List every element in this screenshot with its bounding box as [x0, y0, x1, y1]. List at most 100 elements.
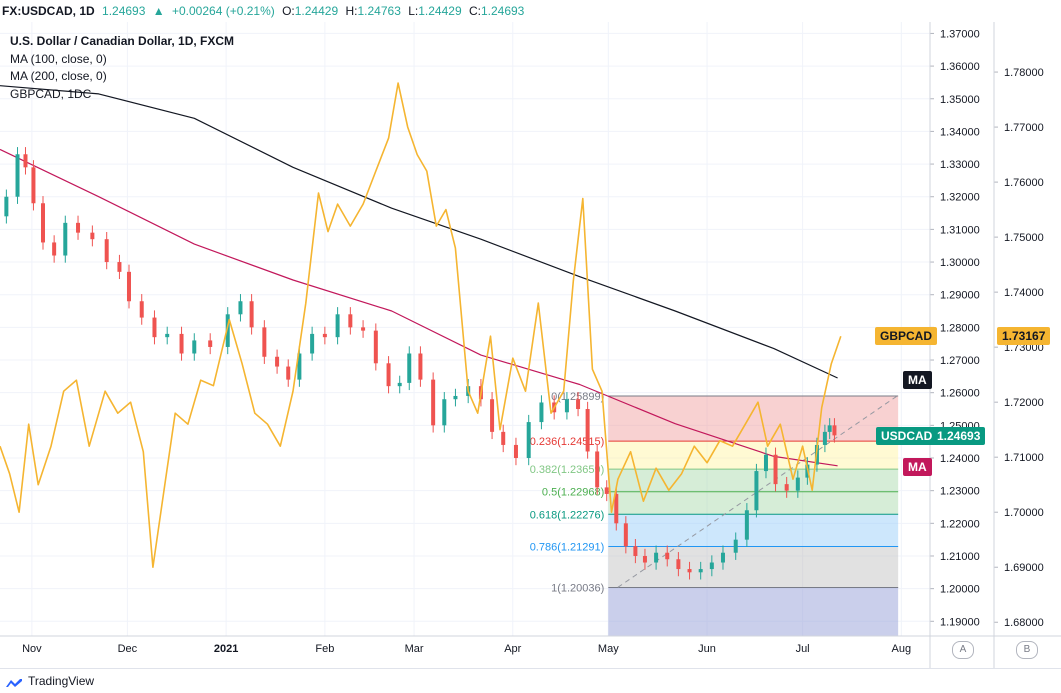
- low-label: L:: [408, 4, 419, 18]
- brand[interactable]: TradingView: [6, 673, 94, 689]
- candle-body: [585, 409, 590, 452]
- low-value: 1.24429: [418, 4, 462, 18]
- price-chart[interactable]: 0(1.25899)0.236(1.24515)0.382(1.23659)0.…: [0, 0, 1061, 668]
- candle-body: [117, 262, 122, 272]
- auto-scale-button[interactable]: A: [952, 641, 974, 659]
- y-left-tick-label: 1.32000: [940, 192, 980, 204]
- candle-body: [76, 222, 81, 233]
- candle-body: [63, 222, 68, 256]
- y-right-tick-label: 1.71000: [1004, 452, 1044, 464]
- fib-level-label: 0.236(1.24515): [530, 436, 605, 448]
- x-tick-label: May: [598, 643, 619, 655]
- candle-body: [31, 167, 36, 204]
- y-left-tick-label: 1.34000: [940, 126, 980, 138]
- symbol-header: FX:USDCAD, 1D 1.24693 ▲ +0.00264 (+0.21%…: [0, 0, 1061, 22]
- x-tick-label: Mar: [405, 643, 424, 655]
- fib-zone: [608, 514, 899, 547]
- y-left-tick-label: 1.26000: [940, 388, 980, 400]
- candle-body: [733, 539, 738, 553]
- candle-body: [335, 314, 340, 338]
- candle-body: [754, 471, 759, 511]
- y-left-tick-label: 1.30000: [940, 257, 980, 269]
- ma100-line: [0, 148, 838, 467]
- legend-compare[interactable]: GBPCAD, 1DC: [10, 86, 92, 101]
- candle-body: [822, 431, 827, 445]
- candle-body: [709, 562, 714, 570]
- fib-level-label: 0.5(1.22968): [542, 487, 604, 499]
- candle-body: [40, 203, 45, 243]
- candle-body: [348, 314, 353, 328]
- legend-ma100[interactable]: MA (100, close, 0): [10, 51, 107, 66]
- ma200-line: [0, 85, 838, 379]
- candle-body: [104, 239, 109, 263]
- candle-body: [539, 402, 544, 423]
- candle-body: [275, 356, 280, 367]
- candle-body: [526, 422, 531, 459]
- candle-body: [407, 353, 412, 383]
- last-price: 1.24693: [102, 4, 146, 18]
- candle-body: [827, 425, 832, 432]
- fibonacci-retracement[interactable]: 0(1.25899)0.236(1.24515)0.382(1.23659)0.…: [530, 391, 899, 636]
- y-left-tick-label: 1.22000: [940, 518, 980, 530]
- candle-body: [453, 395, 458, 400]
- x-tick-label: Jun: [698, 643, 716, 655]
- y-left-tick-label: 1.19000: [940, 616, 980, 628]
- y-left-tick-label: 1.36000: [940, 61, 980, 73]
- tradingview-logo-icon: [6, 676, 22, 687]
- y-left-tick-label: 1.27000: [940, 355, 980, 367]
- candle-body: [654, 552, 659, 563]
- candle-body: [595, 451, 600, 488]
- candle-body: [623, 523, 628, 547]
- close-label: C:: [468, 4, 481, 18]
- candle-body: [676, 559, 681, 570]
- candle-body: [249, 301, 254, 328]
- ma200-path: [0, 85, 838, 379]
- candle-body: [4, 196, 9, 217]
- candle-body: [832, 425, 837, 436]
- candle-body: [179, 333, 184, 354]
- candle-body: [490, 399, 495, 432]
- fib-zone: [608, 395, 899, 442]
- candle-body: [322, 333, 327, 338]
- candle-body: [614, 493, 619, 524]
- fib-level-label: 0.786(1.21291): [530, 541, 605, 553]
- symbol-name[interactable]: FX:USDCAD, 1D: [2, 4, 95, 18]
- price-change: +0.00264 (+0.21%): [171, 4, 275, 18]
- scale-b-button[interactable]: B: [1016, 641, 1038, 659]
- candle-body: [126, 271, 131, 302]
- candle-body: [501, 431, 506, 445]
- candle-body: [795, 477, 800, 491]
- gbpcad-path: [0, 82, 842, 568]
- y-right-tick-label: 1.73000: [1004, 342, 1044, 354]
- candle-body: [52, 242, 57, 256]
- y-right-tick-label: 1.69000: [1004, 562, 1044, 574]
- y-right-tick-label: 1.70000: [1004, 507, 1044, 519]
- candle-body: [744, 510, 749, 540]
- fib-level-label: 0.618(1.22276): [530, 509, 605, 521]
- y-right-tick-label: 1.78000: [1004, 67, 1044, 79]
- y-left-tick-label: 1.23000: [940, 486, 980, 498]
- legend-title: U.S. Dollar / Canadian Dollar, 1D, FXCM: [10, 34, 235, 48]
- y-left-tick-label: 1.20000: [940, 584, 980, 596]
- gbpcad-line: [0, 82, 842, 568]
- candle-body: [297, 353, 302, 380]
- candle-body: [773, 454, 778, 485]
- footer: TradingView: [0, 668, 1061, 693]
- usdcad-value-badge: 1.24693: [932, 427, 986, 445]
- candle-body: [418, 353, 423, 380]
- fib-trend-line: [617, 394, 899, 588]
- y-left-tick-label: 1.37000: [940, 28, 980, 40]
- candle-body: [286, 366, 291, 380]
- candle-body: [23, 154, 28, 168]
- candle-body: [397, 382, 402, 387]
- candle-body: [361, 327, 366, 331]
- gbpcad-value-badge: 1.73167: [997, 327, 1051, 345]
- ma100-path: [0, 148, 838, 467]
- x-tick-label: Apr: [504, 643, 521, 655]
- x-tick-label: Aug: [892, 643, 912, 655]
- legend-ma200[interactable]: MA (200, close, 0): [10, 69, 107, 83]
- high-value: 1.24763: [357, 4, 401, 18]
- high-label: H:: [345, 4, 358, 18]
- candle-body: [665, 552, 670, 560]
- candle-body: [165, 333, 170, 338]
